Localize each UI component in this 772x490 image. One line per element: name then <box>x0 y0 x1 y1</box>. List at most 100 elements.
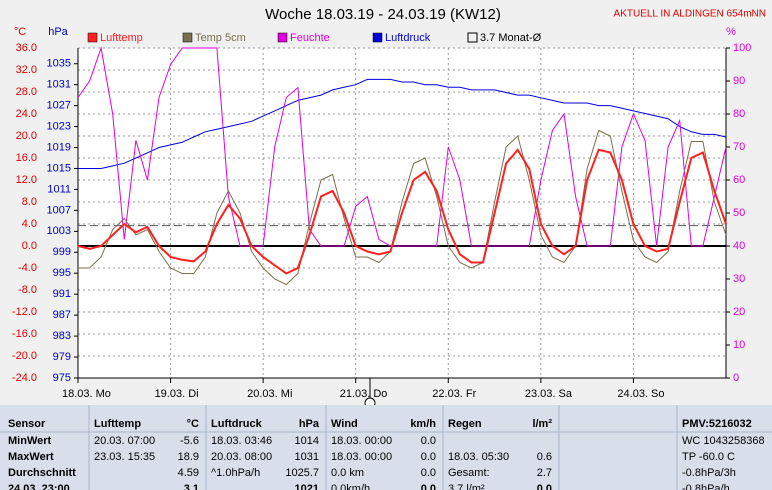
y-tick-label: 12.0 <box>16 174 37 186</box>
y2-tick-label: 10 <box>733 339 745 351</box>
table-cell: 3.1 <box>184 483 199 490</box>
y-tick-label: 32.0 <box>16 64 37 76</box>
legend-label: Luftdruck <box>385 32 431 44</box>
x-tick-label: 24.03. So <box>617 388 664 400</box>
legend-label: Feuchte <box>290 32 330 44</box>
table-cell: -0.8hPa/h <box>682 483 730 490</box>
series-line <box>77 148 727 275</box>
y3-tick-label: 991 <box>53 288 71 300</box>
table-cell: 0.0 <box>421 435 436 447</box>
y-tick-label: 24.0 <box>16 108 37 120</box>
table-cell: -0.8hPa/3h <box>682 467 736 479</box>
table-cell: Durchschnitt <box>8 467 76 479</box>
y2-tick-label: 50 <box>733 207 745 219</box>
table-cell: 1031 <box>295 451 319 463</box>
legend-label: Lufttemp <box>100 32 143 44</box>
table-cell: WC 1043258368 <box>682 435 765 447</box>
y-tick-label: -24.0 <box>12 372 37 384</box>
legend-swatch <box>277 32 288 43</box>
y-axis-label: °C <box>14 26 26 38</box>
table-cell: 20.03. 07:00 <box>94 435 155 447</box>
table-cell: ^1.0hPa/h <box>211 467 260 479</box>
y2-tick-label: 70 <box>733 141 745 153</box>
y2-tick-label: 0 <box>733 372 739 384</box>
table-cell: Sensor <box>8 418 46 430</box>
y-tick-label: 0.0 <box>22 240 37 252</box>
y-tick-label: 36.0 <box>16 42 37 54</box>
table-cell: hPa <box>299 418 320 430</box>
y3-tick-label: 983 <box>53 330 71 342</box>
x-tick-label: 19.03. Di <box>155 388 199 400</box>
chart: Woche 18.03.19 - 24.03.19 (KW12) AKTUELL… <box>11 5 766 405</box>
table-cell: 20.03. 08:00 <box>211 451 272 463</box>
legend-label: 3.7 Monat-Ø <box>480 32 542 44</box>
y-tick-label: -12.0 <box>12 306 37 318</box>
table-cell: 4.59 <box>178 467 199 479</box>
y3-tick-label: 999 <box>53 246 71 258</box>
y-tick-label: -20.0 <box>12 350 37 362</box>
y3-tick-label: 975 <box>53 372 71 384</box>
table-cell: Luftdruck <box>211 418 263 430</box>
table-cell: 18.9 <box>178 451 199 463</box>
table-dividers <box>0 405 772 490</box>
table-cell: 0.6 <box>537 451 552 463</box>
y2-tick-label: 30 <box>733 273 745 285</box>
table-cell: 1025.7 <box>285 467 319 479</box>
series-line <box>77 46 727 247</box>
y3-tick-label: 995 <box>53 267 71 279</box>
y3-tick-label: 1027 <box>47 100 71 112</box>
y2-tick-label: 90 <box>733 75 745 87</box>
chart-title: Woche 18.03.19 - 24.03.19 (KW12) <box>265 6 501 23</box>
table-cell: 0.0 km <box>331 467 364 479</box>
y-tick-label: -4.0 <box>18 262 37 274</box>
y2-tick-label: 20 <box>733 306 745 318</box>
table-cell: Regen <box>448 418 482 430</box>
y3-tick-label: 1035 <box>47 58 71 70</box>
y-tick-label: 16.0 <box>16 152 37 164</box>
table-cell: PMV:5216032 <box>682 418 752 430</box>
table-cell: °C <box>187 418 199 430</box>
y-tick-label: -8.0 <box>18 284 37 296</box>
y3-tick-label: 1031 <box>47 79 71 91</box>
legend-label: Temp 5cm <box>195 32 246 44</box>
subtitle: AKTUELL IN ALDINGEN 654mNN <box>614 9 766 20</box>
y3-tick-label: 987 <box>53 309 71 321</box>
x-tick-label: 20.03. Mi <box>247 388 292 400</box>
y2-tick-label: 80 <box>733 108 745 120</box>
table-cell: -5.6 <box>180 435 199 447</box>
table-cell: Wind <box>331 418 358 430</box>
legend-swatch <box>467 32 478 43</box>
y3-tick-label: 1007 <box>47 204 71 216</box>
table-cell: Lufttemp <box>94 418 141 430</box>
table-cell: 1021 <box>295 483 319 490</box>
y3-tick-label: 1023 <box>47 120 71 132</box>
table-cell: l/m² <box>532 418 552 430</box>
summary-table: Sensor Lufttemp °C Luftdruck hPa Wind km/h Rege… <box>0 405 772 490</box>
table-cell: 0.0 <box>537 483 552 490</box>
x-tick-label: 18.03. Mo <box>62 388 111 400</box>
table-cell: 2.7 <box>537 467 552 479</box>
x-tick-label: 23.03. Sa <box>525 388 573 400</box>
y2-tick-label: 100 <box>733 42 751 54</box>
y2-tick-label: 40 <box>733 240 745 252</box>
table-cell: 0.0 <box>421 451 436 463</box>
table-cell: 3.7 l/m² <box>448 483 485 490</box>
table-cell: 0.0 <box>421 467 436 479</box>
table-cell: 1014 <box>295 435 319 447</box>
table-cell: 0.0km/h <box>331 483 370 490</box>
table-cell: 0.0 <box>421 483 436 490</box>
y3-tick-label: 979 <box>53 351 71 363</box>
table-cell: 23.03. 15:35 <box>94 451 155 463</box>
y-tick-label: -16.0 <box>12 328 37 340</box>
y-tick-label: 8.0 <box>22 196 37 208</box>
y3-tick-label: 1015 <box>47 162 71 174</box>
table-cell: MaxWert <box>8 451 54 463</box>
x-tick-label: 22.03. Fr <box>432 388 476 400</box>
cursor-handle[interactable] <box>364 397 376 405</box>
y3-tick-label: 1011 <box>47 183 71 195</box>
y-tick-label: 4.0 <box>22 218 37 230</box>
y2-axis-label: % <box>726 26 736 38</box>
table-cell: 18.03. 00:00 <box>331 435 392 447</box>
table-cell: 24.03. 23:00 <box>8 483 70 490</box>
table-cell: TP -60.0 C <box>682 451 735 463</box>
